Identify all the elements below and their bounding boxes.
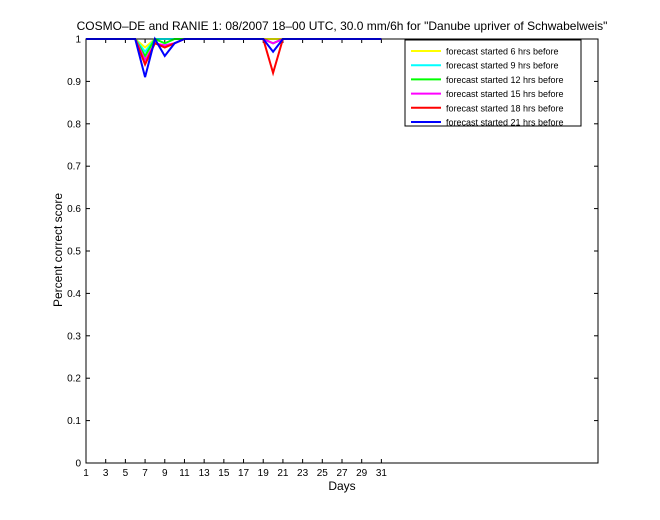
y-tick-label: 0.4 — [67, 289, 81, 300]
y-tick-label: 0.6 — [67, 204, 81, 215]
y-tick-label: 0.7 — [67, 162, 81, 173]
x-tick-label: 25 — [317, 468, 329, 479]
y-tick-label: 0.9 — [67, 77, 81, 88]
chart-title: COSMO–DE and RANIE 1: 08/2007 18–00 UTC,… — [77, 19, 608, 33]
x-tick-label: 19 — [258, 468, 270, 479]
x-tick-label: 31 — [376, 468, 388, 479]
legend: forecast started 6 hrs before forecast st… — [404, 39, 582, 128]
x-tick-label: 7 — [142, 468, 148, 479]
x-tick-label: 9 — [162, 468, 168, 479]
series-lines — [86, 36, 598, 78]
y-tick-label: 0.3 — [67, 331, 81, 342]
x-tick-label: 3 — [103, 468, 109, 479]
x-tick-label: 17 — [238, 468, 250, 479]
x-tick-label: 21 — [277, 468, 289, 479]
x-tick-label: 13 — [199, 468, 211, 479]
legend-label-1: forecast started 6 hrs before — [446, 47, 559, 57]
legend-box — [404, 39, 582, 127]
x-axis-label: Days — [328, 479, 355, 493]
legend-label-6: forecast started 21 hrs before — [446, 118, 564, 128]
y-tick-label: 0 — [75, 459, 81, 470]
y-tick-label: 0.2 — [67, 374, 81, 385]
x-tick-label: 23 — [297, 468, 309, 479]
legend-label-2: forecast started 9 hrs before — [446, 61, 559, 71]
legend-label-4: forecast started 15 hrs before — [446, 89, 564, 99]
y-axis-label: Percent correct score — [51, 193, 65, 307]
y-tick-label: 0.8 — [67, 119, 81, 130]
x-tick-label: 15 — [218, 468, 230, 479]
legend-label-5: forecast started 18 hrs before — [446, 103, 564, 113]
x-tick-label: 5 — [123, 468, 129, 479]
y-tick-label: 0.5 — [67, 247, 81, 258]
x-tick-label: 29 — [356, 468, 368, 479]
y-tick-label: 1 — [75, 35, 81, 46]
x-axis-ticks: 1 3 5 7 9 11 13 15 17 19 21 23 25 27 29 31 — [83, 39, 387, 479]
y-axis-ticks: 0 0.1 0.2 0.3 0.4 0.5 0.6 0.7 0.8 0.9 1 — [67, 35, 598, 470]
y-tick-label: 0.1 — [67, 416, 81, 427]
legend-label-3: forecast started 12 hrs before — [446, 75, 564, 85]
x-tick-label: 11 — [179, 468, 190, 479]
x-tick-label: 27 — [336, 468, 348, 479]
x-tick-label: 1 — [83, 468, 89, 479]
